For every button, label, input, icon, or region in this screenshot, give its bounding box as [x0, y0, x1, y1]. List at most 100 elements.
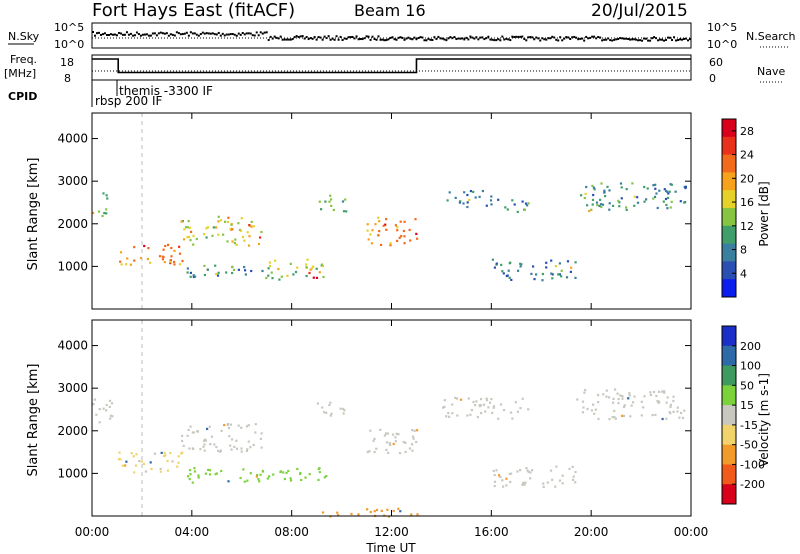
heatmap-cell: [383, 434, 386, 437]
heatmap-cell: [192, 274, 195, 277]
heatmap-cell: [192, 275, 195, 279]
heatmap-cell: [182, 444, 185, 447]
heatmap-cell: [143, 244, 146, 248]
heatmap-cell: [234, 238, 237, 241]
nsky-tick-top: 10^5: [54, 21, 84, 34]
colorbar-swatch: [722, 444, 736, 465]
nsky-point: [285, 38, 288, 41]
nsky-point: [643, 37, 646, 40]
nsky-point: [311, 37, 314, 40]
nsky-point: [445, 39, 448, 42]
nsky-point: [421, 36, 424, 39]
nsky-point: [493, 39, 496, 42]
heatmap-cell: [109, 417, 112, 420]
heatmap-cell: [600, 205, 603, 209]
nsky-point: [575, 36, 578, 39]
nsky-point: [627, 37, 630, 40]
nsky-point: [199, 33, 202, 36]
heatmap-cell: [389, 443, 392, 446]
heatmap-cell: [203, 449, 206, 452]
heatmap-cell: [509, 480, 512, 484]
velocity-colorbar: 200 100 50 15 -15 -50 -100 -200: [721, 325, 765, 505]
heatmap-cell: [617, 199, 620, 202]
heatmap-cell: [642, 406, 645, 409]
heatmap-cell: [206, 268, 209, 271]
heatmap-cell: [135, 453, 138, 456]
nsky-point: [203, 32, 206, 35]
heatmap-cell: [366, 508, 369, 511]
nsky-point: [269, 35, 272, 38]
nsky-point: [189, 31, 192, 34]
nsky-point: [287, 38, 290, 41]
velocity-plot-bg: [92, 320, 691, 516]
heatmap-cell: [247, 440, 250, 443]
heatmap-cell: [541, 272, 544, 276]
heatmap-cell: [491, 411, 494, 415]
nsky-point: [213, 33, 216, 36]
heatmap-cell: [466, 201, 469, 204]
heatmap-cell: [392, 509, 395, 513]
nsky-point: [373, 37, 376, 40]
heatmap-cell: [468, 198, 471, 201]
heatmap-cell: [608, 202, 611, 205]
nsearch-label: N.Search: [746, 30, 796, 43]
colorbar-swatch: [722, 424, 736, 446]
heatmap-cell: [516, 470, 519, 473]
heatmap-cell: [510, 278, 513, 281]
heatmap-cell: [239, 476, 242, 480]
nsky-point: [273, 35, 276, 38]
heatmap-cell: [667, 192, 670, 195]
nsky-point: [303, 37, 306, 40]
heatmap-cell: [184, 226, 188, 229]
heatmap-cell: [613, 416, 616, 419]
heatmap-cell: [173, 249, 176, 252]
heatmap-cell: [581, 411, 584, 414]
colorbar-tick-label: -15: [740, 419, 758, 432]
heatmap-cell: [614, 388, 617, 391]
heatmap-cell: [254, 423, 257, 426]
nsky-point: [275, 36, 278, 39]
heatmap-cell: [189, 469, 192, 472]
colorbar-swatch: [722, 279, 736, 298]
nsky-frame: [91, 22, 692, 49]
nsky-point: [239, 33, 242, 36]
cpid-label: CPID: [8, 90, 37, 103]
nsky-point: [679, 38, 682, 41]
heatmap-cell: [191, 431, 194, 434]
nsky-point: [141, 33, 144, 36]
nsky-point: [483, 38, 486, 41]
heatmap-cell: [105, 208, 108, 211]
heatmap-cell: [586, 407, 589, 411]
heatmap-cell: [231, 228, 234, 231]
nsky-point: [585, 35, 588, 38]
heatmap-cell: [159, 467, 162, 470]
heatmap-cell: [267, 267, 270, 270]
nsky-point: [183, 32, 186, 35]
colorbar-swatch: [722, 225, 736, 245]
nsky-point: [433, 36, 436, 39]
heatmap-cell: [605, 389, 608, 392]
heatmap-cell: [603, 189, 606, 192]
nsky-point: [569, 38, 572, 41]
heatmap-cell: [612, 204, 615, 207]
heatmap-cell: [476, 416, 479, 419]
heatmap-cell: [193, 470, 197, 473]
heatmap-cell: [599, 198, 602, 201]
colorbar-swatch: [722, 208, 736, 227]
heatmap-cell: [121, 464, 124, 467]
nsky-point: [251, 34, 254, 37]
nsky-point: [313, 36, 316, 39]
nsky-point: [605, 38, 608, 41]
heatmap-cell: [469, 190, 472, 193]
nsky-point: [457, 37, 460, 40]
heatmap-cell: [170, 246, 173, 250]
heatmap-cell: [550, 259, 553, 262]
heatmap-cell: [683, 185, 686, 188]
nsky-point: [515, 35, 518, 38]
heatmap-cell: [572, 475, 575, 478]
heatmap-cell: [322, 511, 325, 514]
nsky-point: [293, 36, 296, 39]
heatmap-cell: [666, 190, 669, 193]
heatmap-cell: [369, 233, 372, 236]
heatmap-cell: [618, 205, 621, 208]
